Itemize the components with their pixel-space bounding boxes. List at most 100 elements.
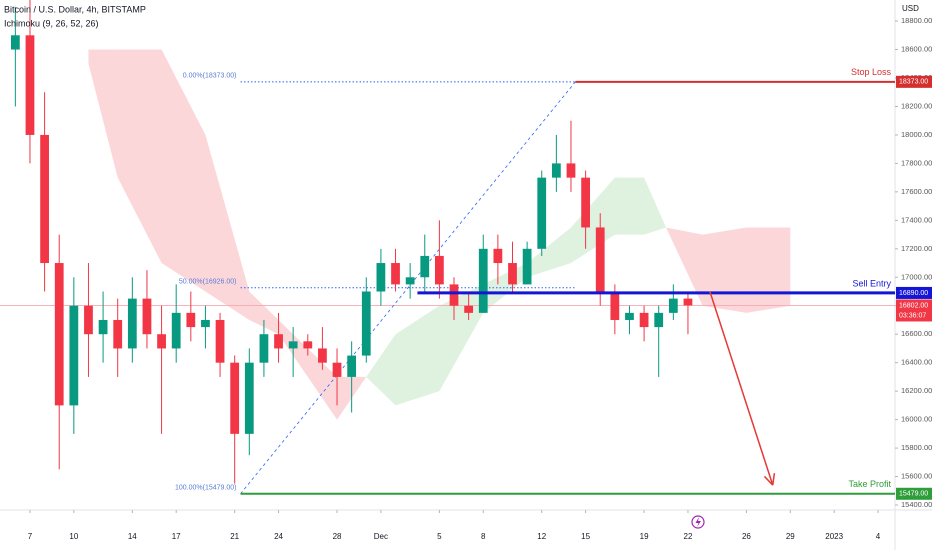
- candle-body: [449, 284, 459, 306]
- ichimoku-cloud: [527, 227, 571, 278]
- x-tick-label: 5: [437, 532, 442, 541]
- candle-body: [259, 334, 269, 363]
- candle-body: [303, 341, 313, 349]
- y-tick-label: 15600.00: [901, 472, 932, 481]
- candle-body: [464, 305, 474, 313]
- ichimoku-cloud: [644, 177, 667, 235]
- candle-body: [639, 312, 649, 328]
- candle-body: [668, 298, 678, 313]
- candle-body: [420, 255, 430, 278]
- price-tag-label: 15479.00: [899, 491, 928, 498]
- candle-body: [551, 163, 561, 178]
- candle-body: [508, 263, 517, 285]
- candle-body: [376, 263, 386, 292]
- y-tick-label: 18200.00: [901, 101, 932, 110]
- candle-body: [69, 305, 79, 406]
- ichimoku-cloud: [746, 227, 791, 313]
- candle-body: [537, 177, 547, 249]
- x-tick-label: 2023: [825, 532, 843, 541]
- price-tag: [896, 75, 932, 88]
- candle-body: [318, 348, 327, 363]
- y-tick-label: 17600.00: [901, 187, 932, 196]
- candle-body: [84, 305, 93, 335]
- ichimoku-cloud: [88, 49, 118, 178]
- ichimoku-cloud: [337, 376, 367, 420]
- fib-label: 0.00%(18373.00): [183, 73, 237, 80]
- candle-body: [595, 227, 605, 292]
- candle-body: [274, 334, 283, 349]
- fib-trend-line: [240, 81, 576, 495]
- ichimoku-cloud: [366, 334, 396, 406]
- candle-body: [186, 312, 196, 328]
- x-tick-label: 15: [581, 532, 590, 541]
- candle-body: [288, 341, 298, 349]
- price-tag: [896, 487, 932, 500]
- candle-body: [434, 255, 444, 285]
- x-tick-label: 28: [333, 532, 342, 541]
- y-tick-label: 17400.00: [901, 215, 932, 224]
- candle-body: [478, 248, 488, 313]
- candle-body: [54, 263, 64, 406]
- candle-body: [625, 312, 634, 320]
- plot: 0.00%(18373.00) 50.00%(16926.00) 100.00%(1…: [0, 0, 895, 495]
- y-tick-label: 16200.00: [901, 386, 932, 395]
- x-tick-label: 29: [786, 532, 795, 541]
- y-tick-label: 17000.00: [901, 272, 932, 281]
- trade-level-name: Sell Entry: [852, 278, 891, 288]
- candle-body: [127, 298, 137, 349]
- y-tick-label: 18600.00: [901, 45, 932, 54]
- y-tick-label: 17200.00: [901, 244, 932, 253]
- target-arrow-head: [763, 475, 774, 486]
- candle-body: [201, 319, 210, 328]
- ichimoku-cloud: [117, 49, 162, 264]
- y-tick-label: 15400.00: [901, 500, 932, 509]
- candle-body: [98, 319, 108, 335]
- candle-body: [142, 298, 152, 335]
- fib-label: 100.00%(15479.00): [175, 485, 237, 492]
- last-price-tag: [896, 299, 932, 322]
- x-tick-label: 21: [230, 532, 239, 541]
- candle-body: [610, 291, 620, 320]
- candle-body: [230, 362, 240, 434]
- candle-body: [566, 163, 576, 178]
- candle-body: [215, 319, 225, 363]
- candle-body: [522, 248, 532, 285]
- trade-level-name: Take Profit: [848, 479, 891, 489]
- x-tick-label: 4: [876, 532, 881, 541]
- target-arrow: [709, 291, 774, 486]
- fib-label: 50.00%(16926.00): [179, 279, 237, 286]
- x-tick-label: 12: [537, 532, 546, 541]
- alert-bolt: [695, 517, 701, 527]
- alert-icon[interactable]: [691, 515, 705, 529]
- ichimoku-cloud: [395, 305, 440, 406]
- y-tick-label: 16000.00: [901, 415, 932, 424]
- x-tick-label: 17: [172, 532, 181, 541]
- x-tick-label: 10: [69, 532, 78, 541]
- candle-body: [157, 334, 166, 349]
- ichimoku-cloud: [614, 177, 645, 235]
- x-tick-label: 14: [128, 532, 137, 541]
- ichimoku-cloud: [161, 49, 206, 292]
- x-tick-label: Dec: [374, 532, 388, 541]
- candle-body: [581, 177, 590, 228]
- candle-body: [391, 263, 400, 285]
- y-tick-label: 18000.00: [901, 130, 932, 139]
- candle-body: [361, 291, 371, 356]
- candle-body: [40, 134, 49, 264]
- indicator-label: Ichimoku (9, 26, 52, 26): [4, 18, 99, 28]
- target-arrow-head: [772, 473, 776, 486]
- chart-title: Bitcoin / U.S. Dollar, 4h, BITSTAMP: [4, 4, 146, 14]
- y-tick-label: 17800.00: [901, 158, 932, 167]
- candle-body: [347, 355, 357, 377]
- x-tick-label: 19: [640, 532, 649, 541]
- y-axis-unit: USD: [902, 4, 919, 13]
- candle-body: [493, 248, 503, 264]
- x-tick-label: 8: [481, 532, 486, 541]
- candle-body: [405, 277, 415, 285]
- candle-body: [332, 362, 342, 377]
- y-tick-label: 15800.00: [901, 443, 932, 452]
- y-tick-label: 18800.00: [901, 16, 932, 25]
- ichimoku-cloud: [666, 227, 703, 306]
